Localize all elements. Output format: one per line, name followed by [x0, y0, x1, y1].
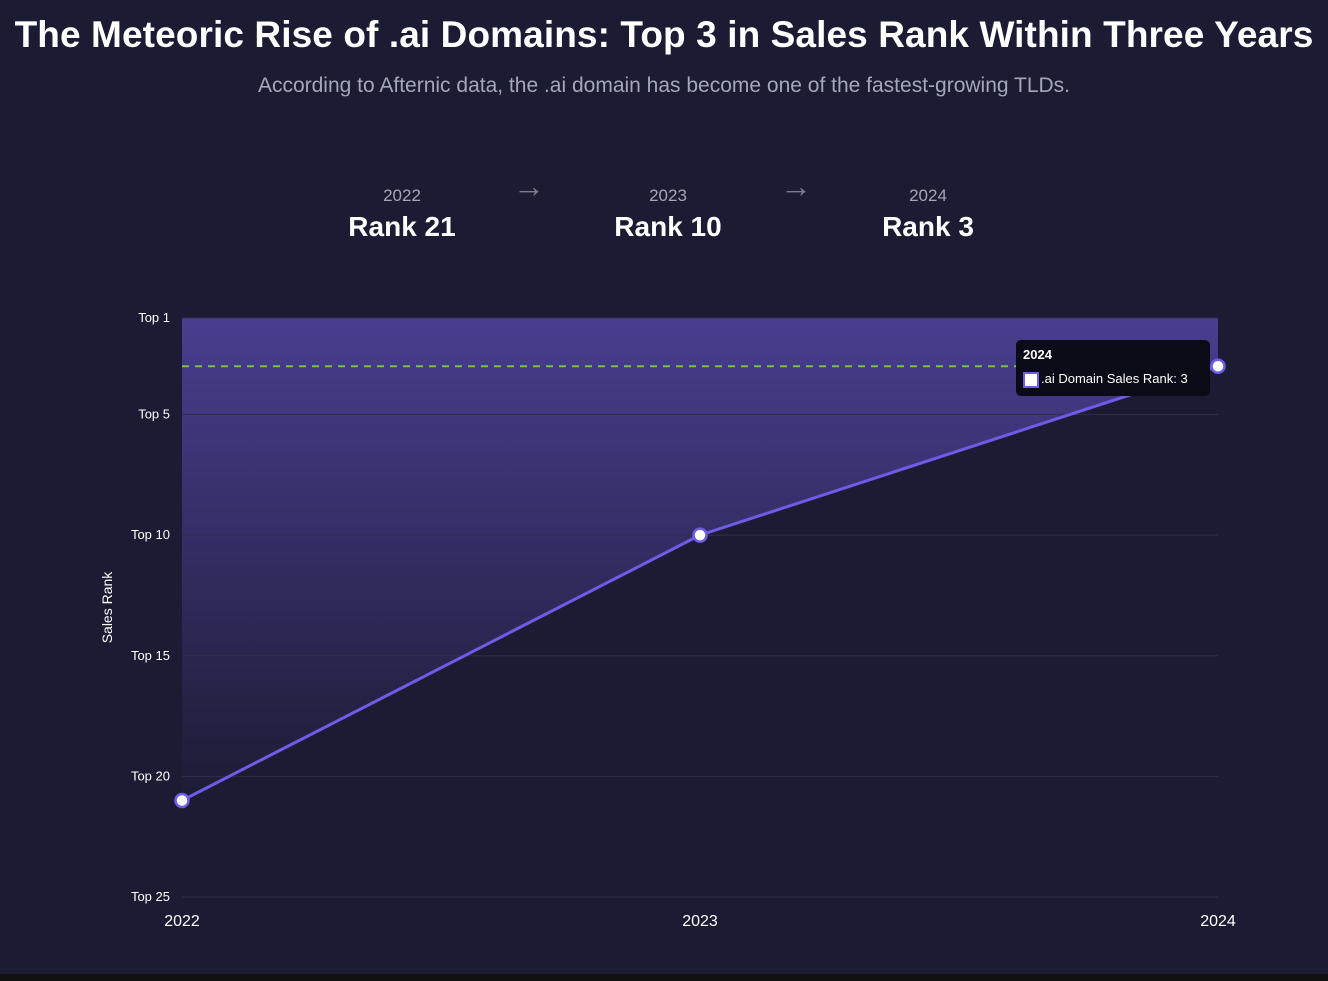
- x-tick-label: 2022: [164, 913, 200, 930]
- milestone-2024: 2024 Rank 3: [828, 184, 1028, 246]
- milestone-year: 2024: [909, 186, 947, 205]
- tooltip-title: 2024: [1023, 347, 1052, 362]
- milestone-rank: Rank 3: [882, 211, 974, 242]
- data-tooltip: 2024 .ai Domain Sales Rank: 3: [1016, 340, 1210, 396]
- y-tick-label: Top 15: [131, 648, 170, 663]
- y-axis-title: Sales Rank: [99, 571, 115, 644]
- milestone-rank: Rank 10: [614, 211, 722, 242]
- y-tick-label: Top 25: [131, 889, 170, 904]
- bottom-edge-bar: [0, 974, 1328, 981]
- milestone-rank: Rank 21: [348, 211, 456, 242]
- chart-title: The Meteoric Rise of .ai Domains: Top 3 …: [14, 14, 1314, 55]
- y-tick-label: Top 5: [138, 407, 170, 422]
- y-tick-label: Top 10: [131, 527, 170, 542]
- y-tick-label: Top 20: [131, 768, 170, 783]
- data-point-2022: [174, 792, 190, 809]
- tooltip-series-swatch: [1023, 372, 1039, 388]
- area-fill: [182, 318, 1218, 801]
- data-point-2023: [692, 527, 708, 543]
- chart-subtitle: According to Afternic data, the .ai doma…: [257, 74, 1071, 97]
- milestone-year: 2022: [383, 186, 421, 205]
- milestone-year: 2023: [649, 186, 687, 205]
- x-tick-label: 2023: [682, 913, 718, 930]
- x-tick-label: 2024: [1200, 913, 1236, 930]
- tooltip-label: .ai Domain Sales Rank: 3: [1041, 371, 1188, 386]
- data-point-2024: [1210, 358, 1226, 374]
- right-arrow-icon: →: [513, 168, 545, 204]
- milestone-2023: 2023 Rank 10: [568, 184, 768, 246]
- right-arrow-icon: →: [780, 168, 812, 204]
- milestone-2022: 2022 Rank 21: [302, 184, 502, 246]
- y-tick-label: Top 1: [138, 310, 170, 325]
